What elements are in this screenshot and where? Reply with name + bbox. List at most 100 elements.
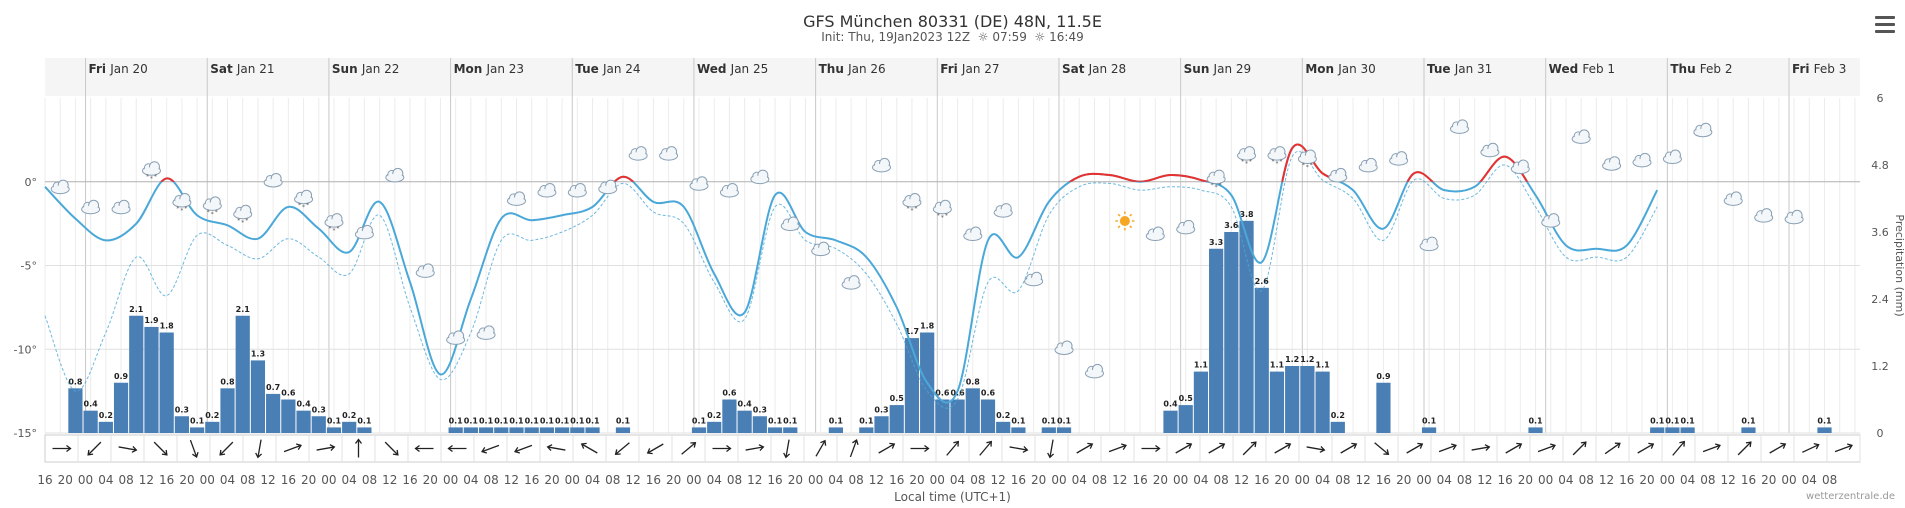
precip-value-label: 2.1 [129, 305, 144, 314]
cloud-icon [1541, 213, 1561, 228]
hour-tick-label: 00 [78, 473, 93, 487]
cloud-icon [537, 183, 557, 198]
cloud-icon [1358, 157, 1378, 173]
cloud-icon [598, 179, 618, 195]
hour-tick-label: 04 [1680, 473, 1695, 487]
precip-value-label: 0.2 [1331, 411, 1345, 420]
precip-value-label: 0.1 [616, 416, 631, 425]
day-label: Fri Feb 3 [1792, 62, 1846, 76]
cloud-snow-icon: * * * [202, 196, 222, 218]
precip-bar [950, 399, 965, 433]
hour-tick-label: 00 [930, 473, 945, 487]
svg-text:*: * [215, 209, 218, 216]
precip-bar [68, 388, 83, 433]
wind-arrow-icon [1242, 441, 1257, 456]
precip-value-label: 1.2 [1300, 355, 1314, 364]
precip-bar [311, 416, 326, 433]
precip-value-label: 0.1 [1422, 416, 1437, 425]
precip-bar [1269, 371, 1285, 433]
cloud-icon [963, 226, 983, 242]
cloud-icon [1510, 159, 1530, 175]
hour-tick-label: 08 [1092, 473, 1107, 487]
precip-bar [980, 399, 996, 433]
cloud-icon [628, 146, 648, 161]
precip-bar [752, 416, 767, 433]
hour-tick-label: 08 [1335, 473, 1350, 487]
day-label: Tue Jan 24 [575, 62, 640, 76]
precip-value-label: 0.3 [312, 405, 326, 414]
cloud-icon [415, 263, 435, 278]
wind-arrow-icon [1306, 445, 1326, 453]
precip-value-label: 0.8 [966, 377, 981, 386]
cloud-icon [811, 241, 831, 257]
hour-tick-label: 00 [321, 473, 336, 487]
precip-value-label: 0.5 [1179, 394, 1194, 403]
wind-arrow-icon [580, 442, 598, 454]
sunrise-icon: ☼ [973, 30, 989, 44]
hour-tick-label: 16 [889, 473, 904, 487]
precip-bar [615, 427, 631, 433]
svg-text:*: * [184, 206, 187, 213]
hour-tick-label: 04 [1072, 473, 1087, 487]
wind-arrow-icon [1702, 443, 1721, 453]
precip-value-label: 3.8 [1239, 210, 1254, 219]
cloud-icon [872, 157, 892, 173]
hour-tick-label: 12 [260, 473, 275, 487]
precip-bar [174, 416, 189, 433]
cloud-icon [750, 169, 770, 185]
precip-value-label: 0.6 [722, 389, 737, 398]
precip-value-label: 0.1 [1057, 416, 1072, 425]
hour-tick-label: 04 [342, 473, 357, 487]
wind-arrow-icon [87, 441, 102, 456]
svg-text:*: * [1215, 184, 1218, 191]
precip-bar [1665, 427, 1680, 433]
svg-text:*: * [207, 209, 210, 216]
precip-bar [113, 382, 129, 433]
y-right-tick-label: 3.6 [1871, 226, 1889, 239]
precip-value-label: 0.1 [449, 416, 464, 425]
precip-bar [1224, 232, 1239, 433]
day-label: Sat Jan 21 [210, 62, 274, 76]
precip-bar [767, 427, 783, 433]
precip-bar [250, 360, 266, 433]
wind-arrow-icon [745, 444, 765, 452]
wind-arrow-icon [1108, 443, 1127, 453]
hour-tick-label: 20 [1031, 473, 1046, 487]
svg-text:*: * [910, 208, 913, 215]
credit-link[interactable]: wetterzentrale.de [1806, 491, 1895, 502]
wind-arrow-icon [1076, 442, 1094, 454]
precip-value-label: 0.1 [829, 416, 844, 425]
precip-value-label: 0.1 [1665, 416, 1680, 425]
cloud-icon [841, 275, 861, 290]
hour-tick-label: 16 [1497, 473, 1512, 487]
day-label: Mon Jan 30 [1305, 62, 1376, 76]
cloud-snow-icon: * * * [1237, 146, 1257, 168]
moon-cloud-icon [1723, 191, 1743, 206]
precip-value-label: 1.8 [920, 322, 935, 331]
precip-value-label: 0.9 [114, 372, 129, 381]
precip-bar [1300, 366, 1315, 433]
hour-tick-label: 04 [1315, 473, 1330, 487]
svg-text:*: * [937, 212, 940, 219]
hour-tick-label: 20 [58, 473, 73, 487]
dewpoint-line [44, 150, 1658, 409]
precip-bar [463, 427, 478, 433]
precip-value-label: 0.8 [68, 377, 83, 386]
svg-text:*: * [298, 202, 301, 209]
precip-bar [1254, 287, 1269, 433]
svg-text:*: * [1310, 162, 1313, 169]
precip-bar [1163, 410, 1178, 433]
wind-arrow-icon [283, 443, 302, 453]
precip-bar [448, 427, 463, 433]
svg-text:*: * [176, 206, 179, 213]
hamburger-icon[interactable] [1875, 16, 1895, 34]
cloud-icon [1145, 226, 1165, 242]
precip-value-label: 0.1 [540, 416, 555, 425]
hour-tick-label: 12 [1599, 473, 1614, 487]
wind-arrow-icon [1047, 439, 1055, 459]
hour-tick-label: 12 [139, 473, 154, 487]
cloud-icon [1693, 122, 1713, 138]
wind-arrow-icon [1834, 443, 1853, 453]
hour-tick-label: 16 [402, 473, 417, 487]
precip-bar [722, 399, 737, 433]
